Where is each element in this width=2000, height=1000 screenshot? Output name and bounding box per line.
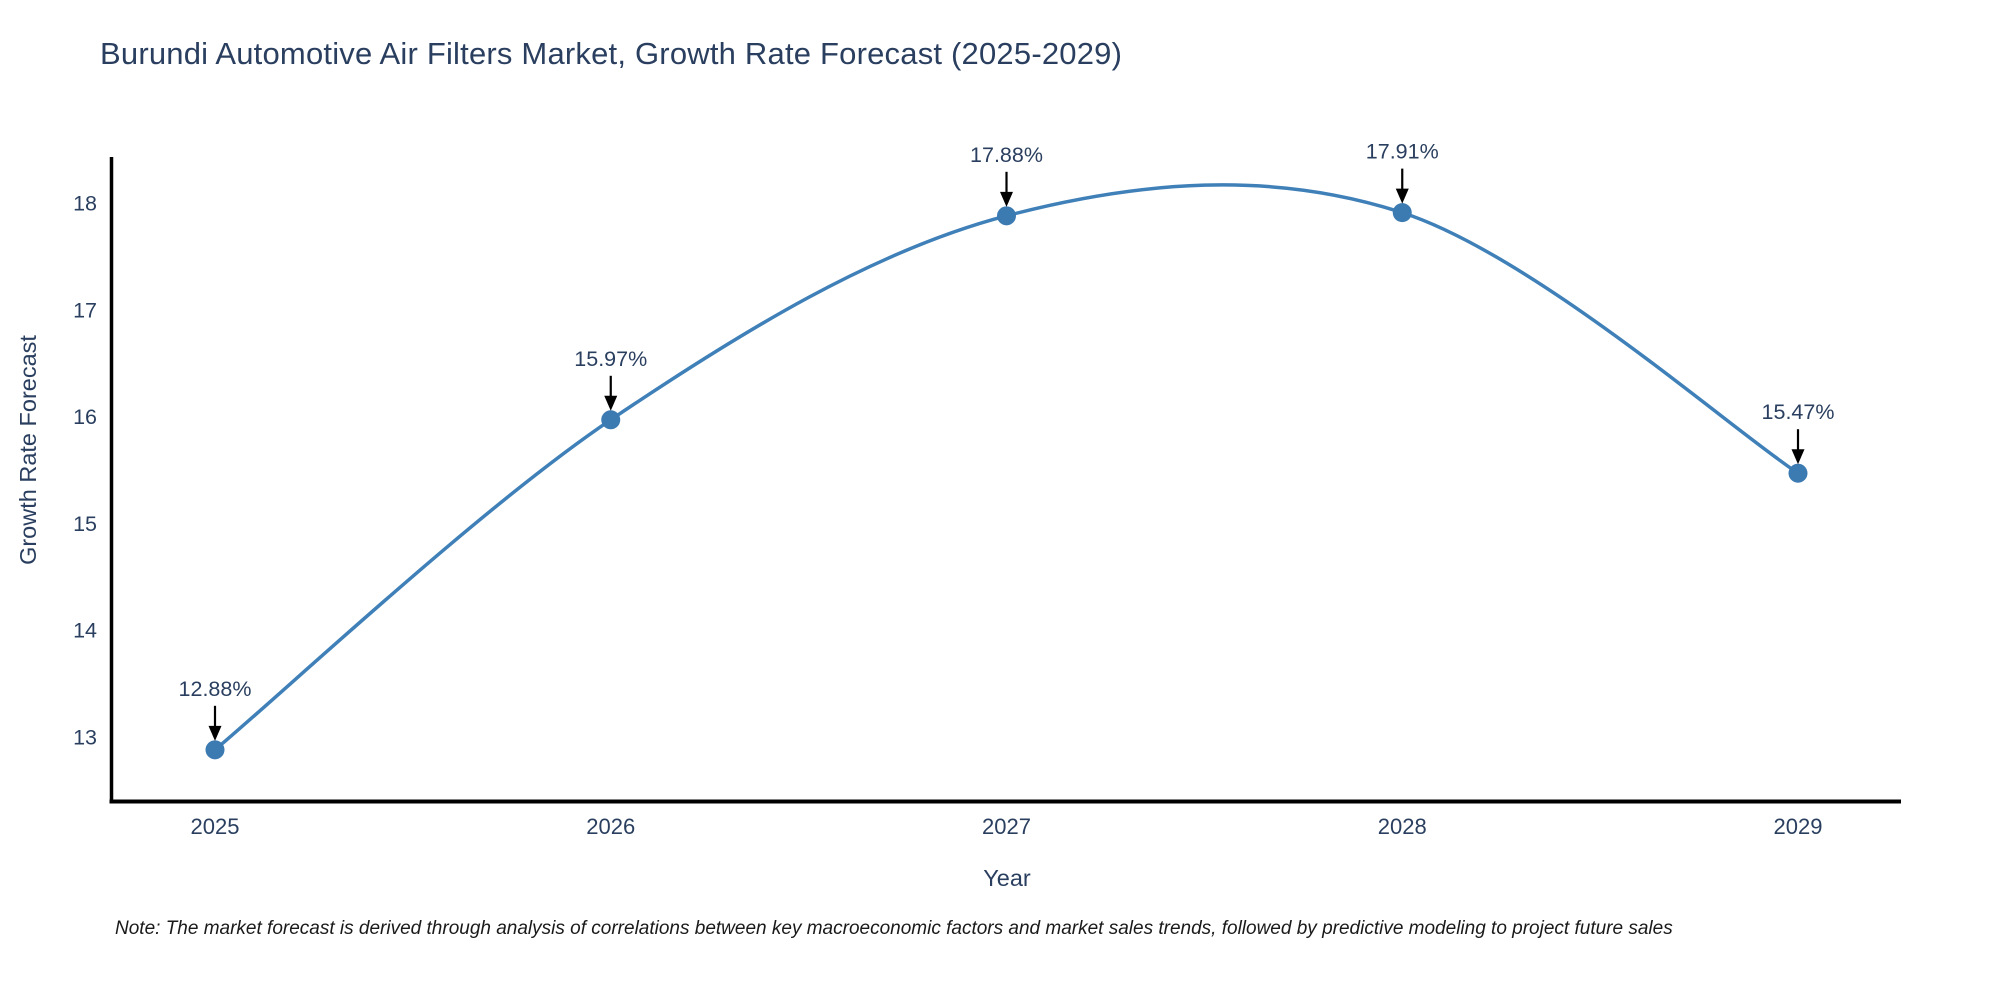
y-tick-label: 15 bbox=[73, 512, 97, 536]
x-tick-label: 2028 bbox=[1378, 814, 1427, 839]
chart-title: Burundi Automotive Air Filters Market, G… bbox=[100, 36, 1123, 71]
x-tick-label: 2027 bbox=[982, 814, 1031, 839]
annotation-arrowhead-icon bbox=[208, 725, 222, 741]
annotation-label: 15.97% bbox=[574, 347, 647, 371]
y-tick-label: 18 bbox=[73, 192, 97, 216]
data-point-marker[interactable] bbox=[997, 206, 1016, 226]
y-axis-title: Growth Rate Forecast bbox=[15, 335, 41, 565]
annotation-label: 17.88% bbox=[970, 143, 1043, 167]
data-point-marker[interactable] bbox=[205, 740, 225, 760]
x-tick-label: 2029 bbox=[1774, 814, 1823, 839]
annotation-arrowhead-icon bbox=[1395, 188, 1409, 204]
data-point-marker[interactable] bbox=[601, 410, 621, 430]
x-axis-title: Year bbox=[983, 865, 1031, 891]
annotation-label: 17.91% bbox=[1366, 140, 1439, 164]
annotation-arrowhead-icon bbox=[1791, 449, 1805, 465]
annotation-label: 15.47% bbox=[1762, 400, 1835, 424]
data-point-marker[interactable] bbox=[1392, 203, 1412, 223]
trend-line bbox=[213, 183, 1800, 752]
annotation-label: 12.88% bbox=[179, 677, 252, 701]
y-tick-label: 13 bbox=[73, 726, 97, 750]
y-tick-label: 17 bbox=[73, 298, 97, 322]
footnote: Note: The market forecast is derived thr… bbox=[115, 918, 1673, 939]
x-tick-label: 2026 bbox=[586, 814, 635, 839]
y-tick-label: 16 bbox=[73, 405, 97, 429]
y-tick-label: 14 bbox=[73, 619, 97, 643]
annotation-arrowhead-icon bbox=[1000, 191, 1013, 207]
annotation-arrowhead-icon bbox=[604, 395, 618, 411]
x-tick-label: 2025 bbox=[191, 814, 240, 839]
data-point-marker[interactable] bbox=[1788, 463, 1808, 483]
